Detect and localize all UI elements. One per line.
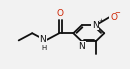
Text: +: + bbox=[98, 18, 103, 23]
Text: N: N bbox=[78, 42, 85, 51]
Text: N: N bbox=[92, 21, 99, 30]
Text: O: O bbox=[110, 13, 117, 22]
Text: O: O bbox=[56, 9, 63, 18]
Text: H: H bbox=[41, 45, 46, 51]
Text: −: − bbox=[114, 10, 120, 16]
Text: N: N bbox=[40, 35, 46, 44]
